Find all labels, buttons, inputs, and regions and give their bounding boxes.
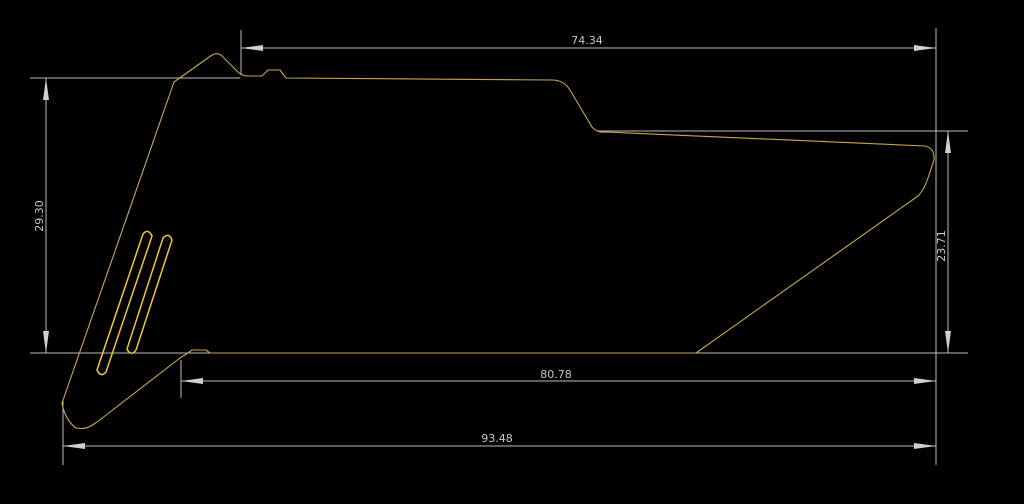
dimension-overall-width — [63, 443, 936, 449]
dimension-left-height — [43, 78, 49, 353]
dim-text-top-width: 74.34 — [571, 34, 603, 47]
dim-text-overall-width: 93.48 — [481, 432, 513, 445]
dim-text-left-height: 29.30 — [33, 200, 46, 232]
dimension-top-width — [241, 45, 936, 51]
dimension-right-height — [945, 131, 951, 353]
dim-text-right-height: 23.71 — [935, 230, 948, 262]
slot-left — [96, 230, 153, 376]
part-outline — [61, 53, 935, 430]
dim-text-bottom-inner-width: 80.78 — [540, 368, 572, 381]
extension-lines — [30, 28, 968, 465]
dimension-bottom-inner-width — [181, 378, 936, 384]
slot-right — [126, 234, 173, 354]
slots — [96, 230, 173, 376]
